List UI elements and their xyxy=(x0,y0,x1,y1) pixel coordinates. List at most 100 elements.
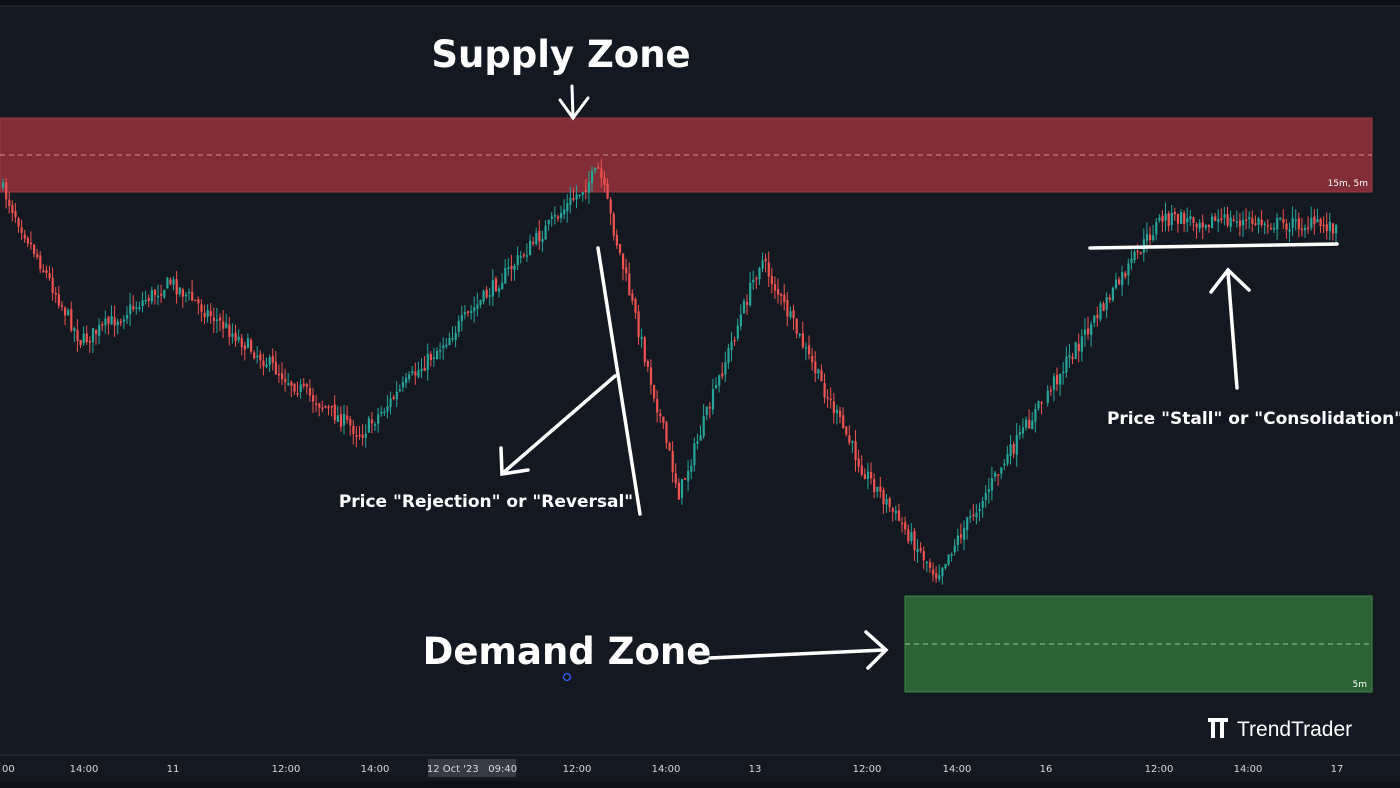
candle xyxy=(724,351,727,382)
candle xyxy=(1214,213,1217,222)
candle-body xyxy=(1260,219,1263,225)
candle xyxy=(656,390,659,423)
candle-body xyxy=(401,382,405,388)
candle-body xyxy=(863,474,866,479)
candle-body xyxy=(808,345,811,355)
candle xyxy=(603,170,606,193)
candle xyxy=(408,371,411,383)
candle xyxy=(308,379,312,402)
candle-body xyxy=(312,395,315,402)
candle xyxy=(925,561,928,573)
candle xyxy=(271,348,274,371)
candle xyxy=(1090,321,1093,347)
candle-body xyxy=(293,383,296,392)
candle xyxy=(330,405,333,417)
candle xyxy=(451,326,454,343)
candle xyxy=(674,463,677,488)
candle xyxy=(764,253,767,273)
candle-body xyxy=(860,465,863,475)
candle-body xyxy=(749,282,752,306)
candle-body xyxy=(1149,234,1152,241)
candle-body xyxy=(203,312,206,318)
candle-body xyxy=(429,354,432,361)
candle-body xyxy=(1297,218,1300,230)
candle-body xyxy=(29,242,33,245)
candle-body xyxy=(544,225,547,240)
demand-zone: 5m xyxy=(904,595,1373,693)
candle-body xyxy=(45,270,48,274)
candle-body xyxy=(494,278,498,292)
candle xyxy=(367,415,370,433)
candle xyxy=(795,318,798,339)
candle xyxy=(11,200,14,222)
candle xyxy=(1102,301,1105,312)
candle xyxy=(823,373,826,404)
candle xyxy=(8,191,11,214)
candle xyxy=(1049,385,1052,396)
candle xyxy=(767,251,770,287)
candle xyxy=(175,271,178,304)
candle-body xyxy=(792,310,795,319)
candle xyxy=(919,542,922,554)
candle-body xyxy=(1223,214,1226,218)
candle-body xyxy=(116,321,119,326)
candle xyxy=(1263,221,1266,235)
candle xyxy=(377,407,380,433)
candle xyxy=(851,440,854,454)
candle-body xyxy=(358,434,361,437)
candle xyxy=(910,523,913,545)
candle-body xyxy=(1130,258,1133,263)
candle xyxy=(1093,314,1096,328)
candle-body xyxy=(122,319,126,322)
candle-body xyxy=(14,211,17,218)
candle-body xyxy=(643,337,646,362)
candle-body xyxy=(823,382,826,398)
candle xyxy=(1195,222,1198,239)
candle xyxy=(352,420,355,445)
candle-body xyxy=(547,220,550,225)
candle-body xyxy=(352,426,355,435)
candle-body xyxy=(8,199,11,206)
candle-body xyxy=(184,294,188,297)
rejection-label: Price "Rejection" or "Reversal" xyxy=(339,492,633,512)
time-axis[interactable]: 00 14:00 11 12:00 14:00 12:00 14:00 13 12:00 14:0… xyxy=(0,754,1400,788)
candle xyxy=(541,230,544,253)
candle-body xyxy=(76,329,79,341)
candle-body xyxy=(947,554,950,565)
candle-body xyxy=(20,227,23,233)
candle-body xyxy=(1000,467,1003,474)
candle xyxy=(882,487,885,514)
candle-body xyxy=(284,378,287,383)
candle-body xyxy=(166,277,169,289)
candle-body xyxy=(343,414,346,426)
candle-body xyxy=(1183,213,1186,224)
candle xyxy=(305,382,308,395)
candle xyxy=(532,236,535,247)
candle xyxy=(1328,212,1331,241)
candle xyxy=(947,554,950,566)
candle-body xyxy=(1052,376,1056,390)
candle-body xyxy=(997,474,1000,476)
candle xyxy=(1269,223,1273,230)
candle-body xyxy=(442,345,445,349)
candle-body xyxy=(994,472,997,477)
candle-body xyxy=(1294,219,1297,222)
candle-body xyxy=(54,293,57,295)
candle xyxy=(829,387,832,409)
candle-body xyxy=(172,279,175,285)
crosshair-dot xyxy=(562,672,572,682)
candle-body xyxy=(829,398,832,401)
candle xyxy=(1025,416,1028,431)
candle xyxy=(1273,222,1276,233)
candle xyxy=(938,564,941,582)
candle-body xyxy=(281,373,284,380)
candle xyxy=(358,426,361,440)
candle-body xyxy=(1167,213,1170,226)
candle xyxy=(897,503,901,522)
candle xyxy=(569,186,572,214)
candle xyxy=(1288,222,1291,243)
candle-body xyxy=(439,349,442,352)
candle-body xyxy=(835,409,839,414)
